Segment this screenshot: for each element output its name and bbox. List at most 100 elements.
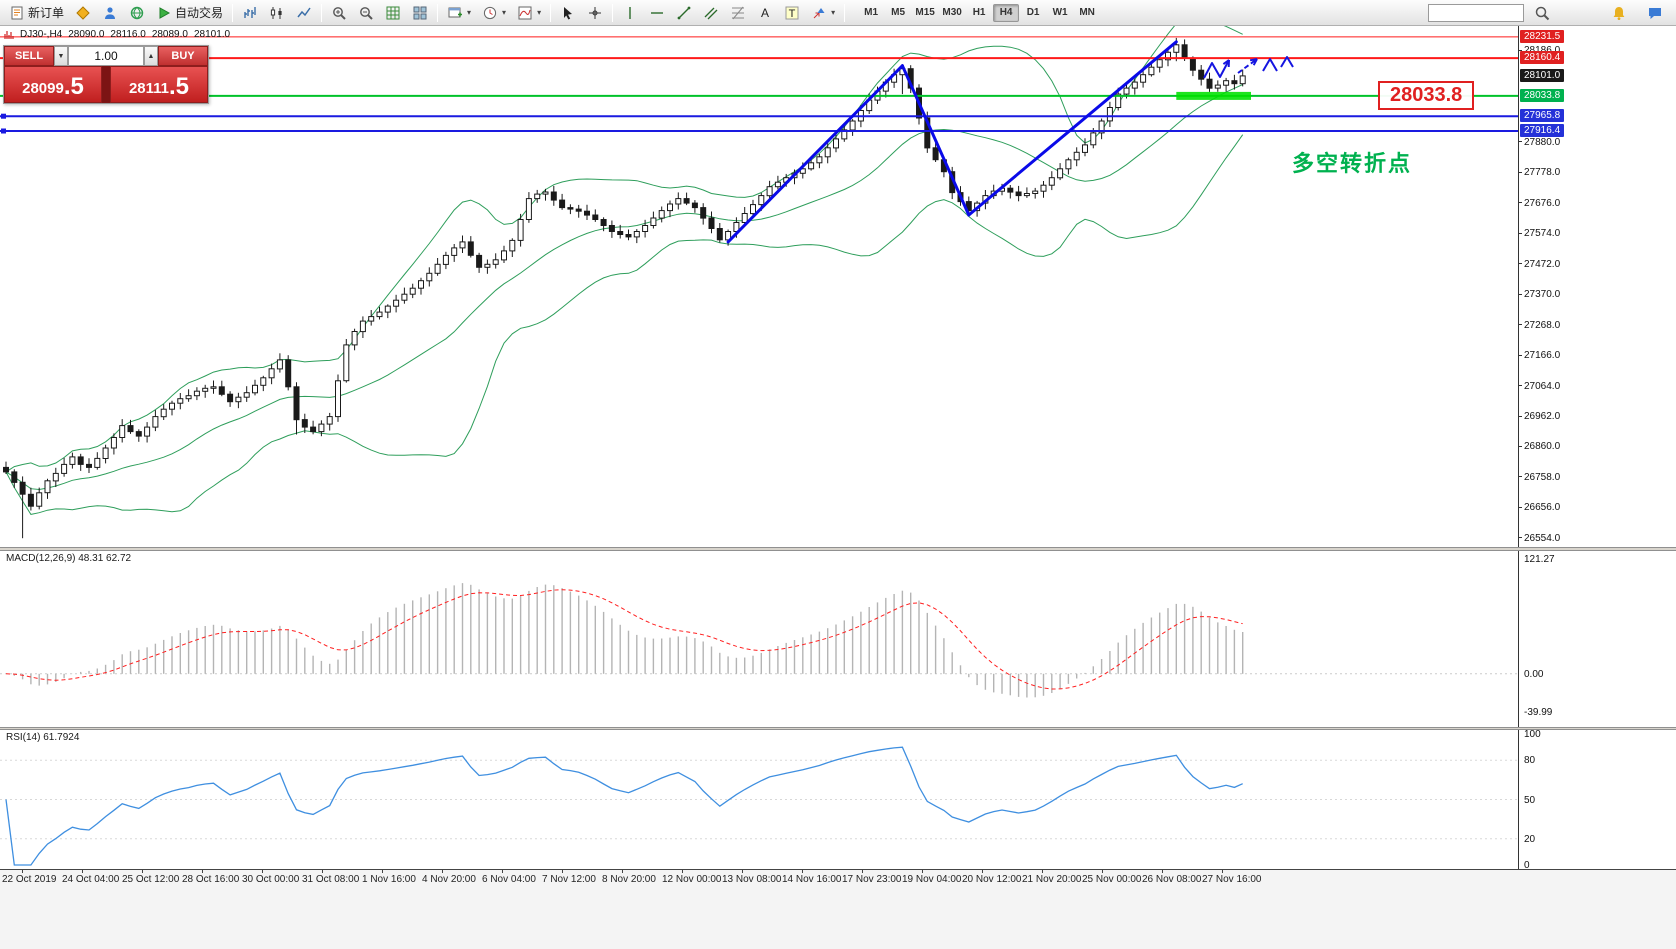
sell-price-pips: .5: [63, 73, 84, 100]
low-value: 28089.0: [151, 29, 188, 40]
scale-tick: [1519, 202, 1522, 204]
buy-price-pips: .5: [169, 73, 190, 100]
panel-splitter-rsi[interactable]: [0, 727, 1676, 730]
symbol-label: DJ30-,H4: [20, 29, 63, 40]
time-tick: [502, 870, 503, 873]
timeframe-mn[interactable]: MN: [1079, 7, 1095, 18]
trendline-button[interactable]: [671, 2, 697, 24]
timeframe-d1[interactable]: D1: [1026, 7, 1040, 18]
search-button[interactable]: [1529, 2, 1555, 24]
timeframe-m15[interactable]: M15: [915, 7, 935, 18]
toolbar-search-area: [1428, 2, 1672, 24]
chart-ohlc-header: DJ30-,H4 28090.0 28116.0 28089.0 28101.0: [4, 29, 230, 40]
scale-tick: [1519, 263, 1522, 265]
time-label: 1 Nov 16:00: [362, 874, 416, 885]
sell-price-button[interactable]: 28099.5: [4, 66, 102, 103]
arrows-button[interactable]: ▾: [806, 2, 840, 24]
time-label: 17 Nov 23:00: [842, 874, 902, 885]
panel-splitter-macd[interactable]: [0, 547, 1676, 551]
diamond-icon: [75, 5, 91, 21]
buy-price-button[interactable]: 28111.5: [110, 66, 208, 103]
time-tick: [922, 870, 923, 873]
community-button[interactable]: [97, 2, 123, 24]
channel-icon: [703, 5, 719, 21]
period-button[interactable]: ▾: [477, 2, 511, 24]
horizontal-line-button[interactable]: [644, 2, 670, 24]
trade-panel-divider: [102, 66, 110, 103]
scale-tick: [1519, 232, 1522, 234]
scale-tick: [1519, 293, 1522, 295]
annotation-note[interactable]: 多空转折点: [1292, 151, 1413, 176]
globe-icon: [129, 5, 145, 21]
zoom-out-button[interactable]: [353, 2, 379, 24]
equidistant-channel-button[interactable]: [698, 2, 724, 24]
macd-panel[interactable]: [0, 551, 1518, 727]
timeframe-m5[interactable]: M5: [891, 7, 906, 18]
rsi-panel[interactable]: [0, 730, 1518, 869]
line-chart-button[interactable]: [291, 2, 317, 24]
scale-label: 20: [1524, 833, 1536, 845]
scale-label: 26656.0: [1524, 502, 1561, 514]
volume-increase-button[interactable]: ▲: [144, 46, 158, 66]
bar-chart-button[interactable]: [237, 2, 263, 24]
tile-windows-button[interactable]: [407, 2, 433, 24]
time-tick: [82, 870, 83, 873]
macd-label: MACD(12,26,9) 48.31 62.72: [6, 553, 132, 564]
volume-decrease-button[interactable]: ▼: [54, 46, 68, 66]
chart-symbol-icon: [4, 30, 14, 39]
webterminal-button[interactable]: [124, 2, 150, 24]
toolbar-separator: [437, 3, 439, 22]
timeframe-h4[interactable]: H4: [993, 3, 1020, 22]
auto-trading-button[interactable]: 自动交易: [151, 2, 228, 24]
notifications-button[interactable]: [1606, 2, 1632, 24]
zoom-out-icon: [358, 5, 374, 21]
market-button[interactable]: [70, 2, 96, 24]
vertical-line-button[interactable]: [617, 2, 643, 24]
timeframe-h1[interactable]: H1: [972, 7, 986, 18]
price-scale[interactable]: 28186.0 27880.0 27778.0 27676.0 27574.0 27472…: [1518, 26, 1676, 871]
crosshair-button[interactable]: [582, 2, 608, 24]
timeframe-w1[interactable]: W1: [1052, 7, 1068, 18]
time-axis[interactable]: 22 Oct 2019 24 Oct 04:00 25 Oct 12:00 28 Oc…: [0, 869, 1676, 949]
fibonacci-button[interactable]: [725, 2, 751, 24]
time-tick: [442, 870, 443, 873]
data-window-button[interactable]: [380, 2, 406, 24]
time-label: 26 Nov 08:00: [1142, 874, 1202, 885]
scale-label: 27268.0: [1524, 319, 1561, 331]
new-order-button[interactable]: 新订单: [4, 2, 69, 24]
sell-button[interactable]: SELL: [4, 46, 54, 66]
scale-label: 80: [1524, 755, 1536, 767]
buy-button[interactable]: BUY: [158, 46, 208, 66]
timeframe-m1[interactable]: M1: [864, 7, 879, 18]
main-chart[interactable]: [0, 26, 1518, 547]
vline-icon: [622, 5, 638, 21]
price-callout[interactable]: 28033.8: [1378, 81, 1475, 110]
new-chart-button[interactable]: ▾: [442, 2, 476, 24]
text-button[interactable]: [752, 2, 778, 24]
candlestick-chart-button[interactable]: [264, 2, 290, 24]
search-input[interactable]: [1428, 3, 1524, 22]
volume-input[interactable]: 1.00: [68, 46, 144, 66]
open-value: 28090.0: [68, 29, 105, 40]
time-tick: [622, 870, 623, 873]
cursor-button[interactable]: [555, 2, 581, 24]
scale-label: 27676.0: [1524, 197, 1561, 209]
chat-button[interactable]: [1642, 2, 1668, 24]
indicators-button[interactable]: ▾: [512, 2, 546, 24]
time-tick: [202, 870, 203, 873]
toolbar-separator: [612, 3, 614, 22]
scale-tick: [1519, 537, 1522, 539]
scale-label: 26554.0: [1524, 532, 1561, 544]
time-label: 4 Nov 20:00: [422, 874, 476, 885]
time-tick: [802, 870, 803, 873]
time-tick: [682, 870, 683, 873]
time-label: 25 Oct 12:00: [122, 874, 180, 885]
zoom-in-button[interactable]: [326, 2, 352, 24]
main-toolbar: 新订单 自动交易 ▾ ▾ ▾ ▾ M1 M5 M15 M30 H1 H4 D1 W1 MN: [0, 0, 1676, 26]
time-tick: [982, 870, 983, 873]
text-label-button[interactable]: [779, 2, 805, 24]
time-label: 14 Nov 16:00: [782, 874, 842, 885]
timeframe-m30[interactable]: M30: [942, 7, 962, 18]
scale-label: 27880.0: [1524, 136, 1561, 148]
